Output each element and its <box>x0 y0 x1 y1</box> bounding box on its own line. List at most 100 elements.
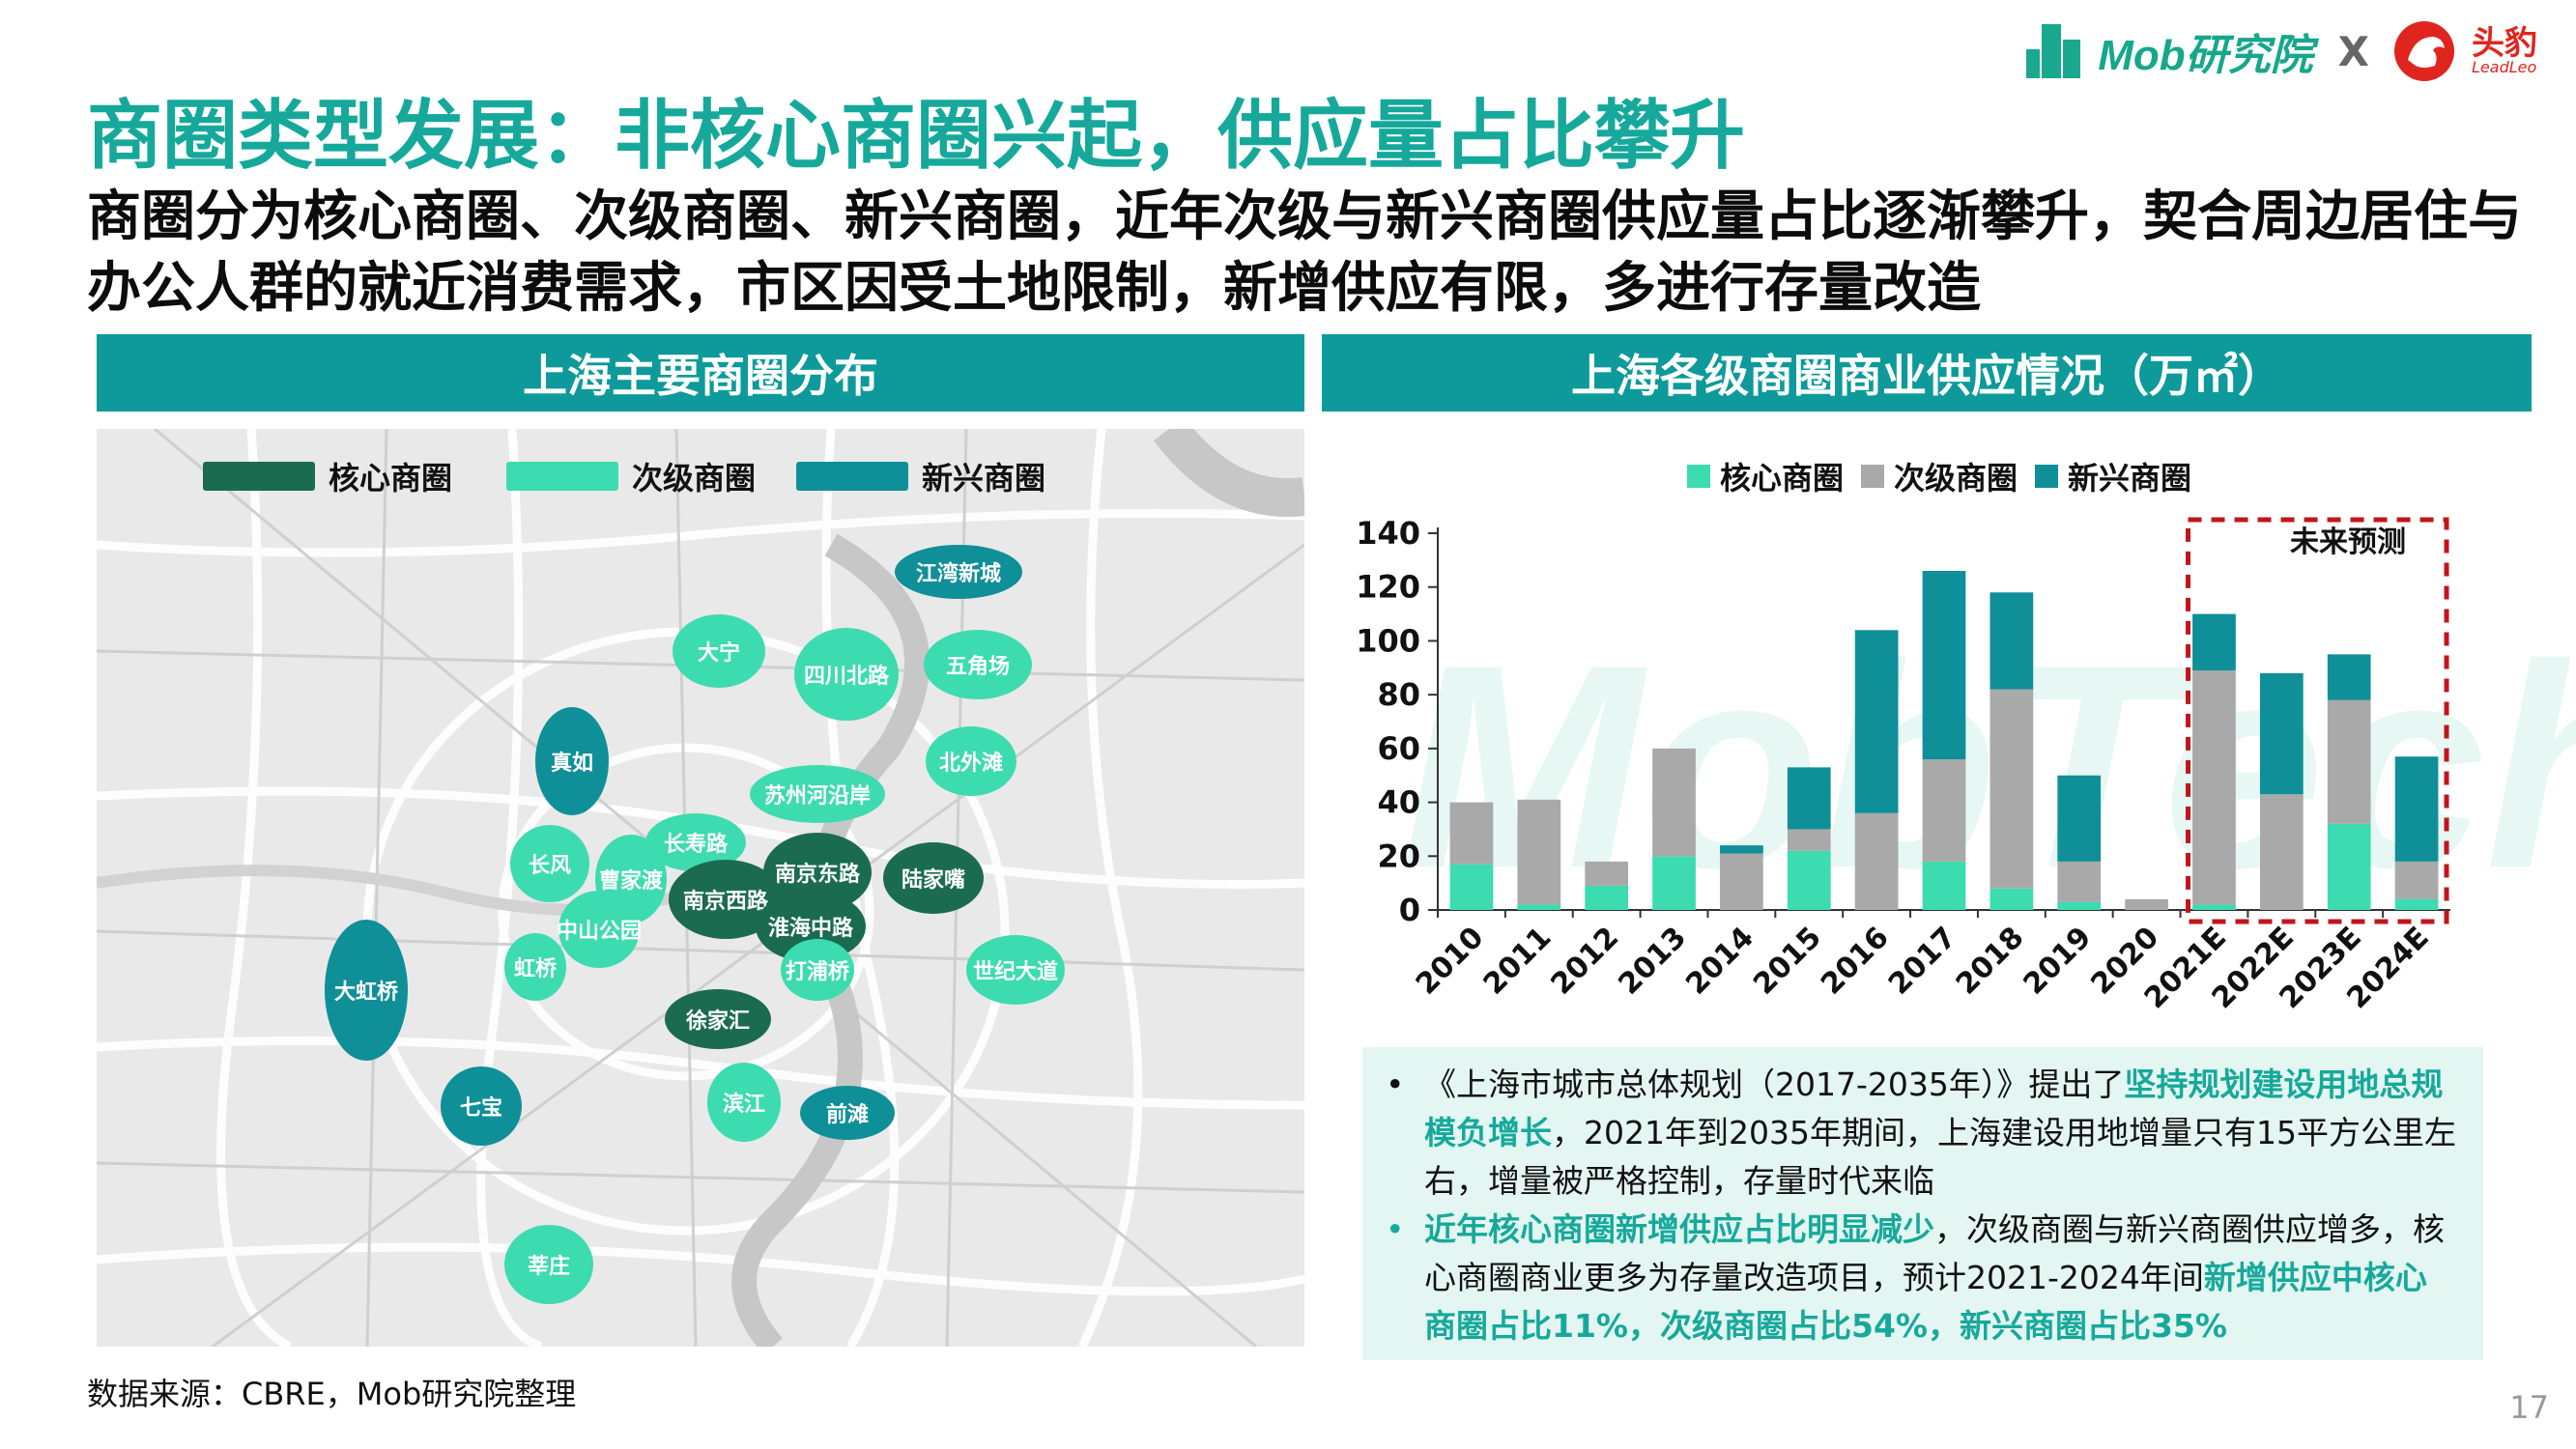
y-tick-label: 140 <box>1356 515 1420 552</box>
district-label: 南京西路 <box>682 890 768 914</box>
bar-segment <box>2057 861 2102 902</box>
brand-logos: Mob研究院 X 头豹 LeadLeo <box>2026 17 2537 85</box>
bar-segment <box>1585 861 1629 886</box>
mob-logo-icon <box>2026 24 2081 78</box>
legend-label-core: 核心商圈 <box>329 460 453 497</box>
bar-segment <box>1652 856 1696 910</box>
legend-swatch-emerging <box>2035 465 2059 488</box>
district-label: 打浦桥 <box>785 960 849 984</box>
district-label: 真如 <box>550 752 593 776</box>
bar-segment <box>1720 845 1763 854</box>
x-tick-label: 2010 <box>1410 921 1491 1002</box>
map-panel-heading: 上海主要商圈分布 <box>97 334 1304 412</box>
shanghai-district-map: 核心商圈 次级商圈 新兴商圈 江湾新城 大宁 四川北路 五角场 真如 北外滩 苏… <box>97 429 1304 1347</box>
map-legend-core: 核心商圈 <box>203 454 452 498</box>
x-tick-label: 2014 <box>1679 921 1760 1002</box>
bar-segment <box>1517 904 1561 910</box>
y-tick-label: 60 <box>1377 730 1420 767</box>
bar-segment <box>1517 799 1561 905</box>
bar-segment <box>2327 699 2371 824</box>
district-label: 曹家渡 <box>598 869 663 894</box>
district-label: 徐家汇 <box>685 1009 750 1034</box>
y-tick-label: 100 <box>1356 622 1420 659</box>
bullet-icon: • <box>1386 1065 1405 1103</box>
district-label: 虹桥 <box>513 957 557 981</box>
chart-panel-heading: 上海各级商圈商业供应情况（万㎡） <box>1322 334 2532 412</box>
district-bubble: 长风 <box>510 825 589 902</box>
chart-plot: 0204060801001201402010201120122013201420… <box>1356 515 2450 1015</box>
y-tick-label: 80 <box>1377 676 1420 713</box>
chart-legend: 核心商圈 次级商圈 新兴商圈 <box>1679 454 2191 498</box>
district-bubble: 五角场 <box>924 630 1032 699</box>
bar-segment <box>1989 689 2034 889</box>
district-label: 五角场 <box>945 655 1010 679</box>
district-label: 中山公园 <box>557 920 643 944</box>
x-tick-label: 2017 <box>1882 921 1963 1002</box>
x-tick-label: 2015 <box>1747 921 1828 1002</box>
district-bubble: 世纪大道 <box>966 935 1065 1005</box>
logo-separator: X <box>2337 27 2369 75</box>
district-label: 莘庄 <box>527 1255 570 1279</box>
bar-segment <box>1922 759 1966 862</box>
district-label: 淮海中路 <box>767 917 853 941</box>
leadleo-en: LeadLeo <box>2472 58 2537 76</box>
district-label: 南京东路 <box>774 863 860 887</box>
bar-segment <box>2327 654 2371 700</box>
y-tick-label: 20 <box>1377 838 1420 874</box>
bar-segment <box>1787 829 1831 851</box>
district-bubble: 江湾新城 <box>895 545 1022 599</box>
district-bubble: 虹桥 <box>504 933 566 1001</box>
mob-logo-text: Mob研究院 <box>2098 32 2313 79</box>
bar-segment <box>1449 802 1494 865</box>
district-bubble: 前滩 <box>800 1086 895 1140</box>
legend-swatch-core <box>1687 465 1710 488</box>
bar-segment <box>1787 850 1831 910</box>
legend-label-emerging: 新兴商圈 <box>922 460 1046 497</box>
data-source: 数据来源：CBRE，Mob研究院整理 <box>87 1376 577 1412</box>
x-tick-label: 2018 <box>1950 921 2031 1002</box>
bar-segment <box>1922 571 1966 759</box>
bar-segment <box>1652 748 1696 857</box>
district-label: 江湾新城 <box>915 562 1001 586</box>
district-label: 北外滩 <box>938 752 1003 776</box>
district-label: 大虹桥 <box>333 980 398 1005</box>
note-item-1: • 《上海市城市总体规划（2017-2035年）》提出了坚持规划建设用地总规模负… <box>1386 1061 2458 1206</box>
bar-segment <box>2259 794 2304 910</box>
legend-swatch-secondary <box>1861 465 1885 488</box>
district-bubble: 四川北路 <box>794 628 899 721</box>
district-label: 大宁 <box>697 641 740 666</box>
notes-box: • 《上海市城市总体规划（2017-2035年）》提出了坚持规划建设用地总规模负… <box>1362 1047 2483 1360</box>
bar-segment <box>2394 898 2439 910</box>
x-tick-label: 2016 <box>1815 921 1896 1002</box>
note-item-2: • 近年核心商圈新增供应占比明显减少，次级商圈与新兴商圈供应增多，核心商圈商业更… <box>1386 1206 2458 1350</box>
district-bubble: 中山公园 <box>557 891 643 968</box>
page-title: 商圈类型发展：非核心商圈兴起，供应量占比攀升 <box>87 93 1746 180</box>
district-bubble: 陆家嘴 <box>883 842 984 914</box>
y-tick-label: 0 <box>1399 892 1420 928</box>
legend-label-core: 核心商圈 <box>1720 460 1845 497</box>
district-bubble: 打浦桥 <box>781 939 854 1001</box>
district-bubble: 七宝 <box>441 1066 522 1146</box>
x-tick-label: 2013 <box>1612 921 1693 1002</box>
district-bubble: 苏州河沿岸 <box>750 765 885 823</box>
legend-swatch-secondary <box>506 462 618 491</box>
district-label: 长风 <box>528 854 571 878</box>
note-text-1: 《上海市城市总体规划（2017-2035年）》提出了坚持规划建设用地总规模负增长… <box>1424 1065 2456 1200</box>
supply-chart: 核心商圈 次级商圈 新兴商圈 未来预测 0 20 40 60 80 100 120 140 20… <box>1322 429 2532 1047</box>
y-tick-label: 40 <box>1377 784 1420 821</box>
district-label: 滨江 <box>722 1093 765 1117</box>
page-number: 17 <box>2509 1389 2549 1426</box>
page-subtitle: 商圈分为核心商圈、次级商圈、新兴商圈，近年次级与新兴商圈供应量占比逐渐攀升，契合… <box>87 185 2522 320</box>
bar-segment <box>1720 853 1763 910</box>
bar-segment <box>2057 901 2102 910</box>
district-bubble: 真如 <box>535 707 609 815</box>
leadleo-cn: 头豹 <box>2472 24 2537 63</box>
legend-label-emerging: 新兴商圈 <box>2068 460 2192 497</box>
bar-segment <box>2394 861 2439 899</box>
bar-segment <box>2192 904 2236 910</box>
district-bubble: 大虹桥 <box>325 920 408 1061</box>
bar-segment <box>2057 775 2102 862</box>
bar-segment <box>1449 864 1494 910</box>
bar-segment <box>1854 630 1899 813</box>
x-tick-label: 2012 <box>1545 921 1626 1002</box>
